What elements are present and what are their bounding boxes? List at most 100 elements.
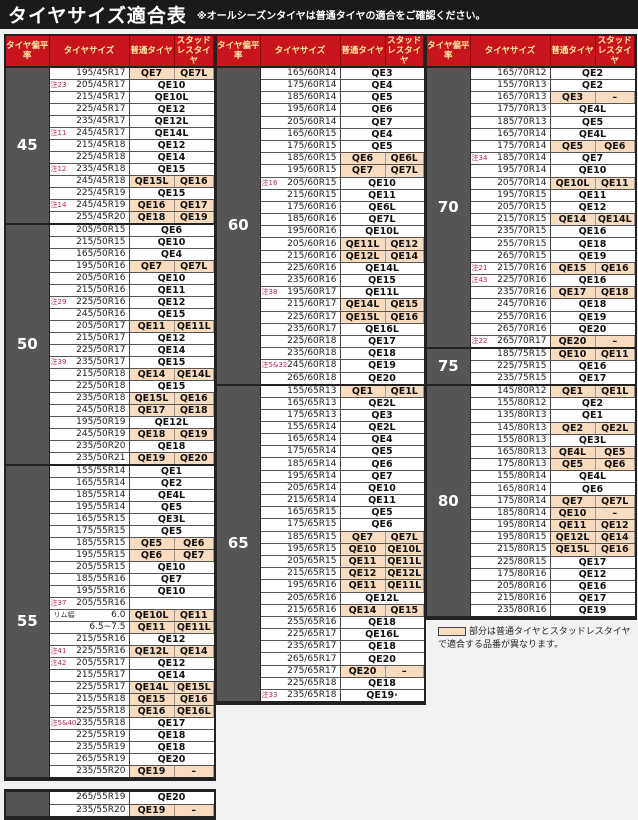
tire-size-cell: 185/60R14 xyxy=(260,91,341,105)
table-row: 注16 205/60R15 QE10 xyxy=(217,177,424,190)
table-row: 175/80R14 QE7 QE7L xyxy=(427,495,635,508)
tire-size: 205/45R17 xyxy=(76,80,126,90)
tire-size: 165/50R16 xyxy=(76,249,126,259)
chain-model: QE6 xyxy=(129,224,214,237)
chain-model: QE12 xyxy=(129,657,214,670)
tire-size: 215/70R15 xyxy=(497,214,547,225)
table-row: 225/75R15 QE16 xyxy=(427,360,635,374)
tire-size-cell: 175/80R13 xyxy=(470,458,551,472)
table-row: 165/60R15 QE4 xyxy=(217,128,424,141)
tire-size: 235/75R15 xyxy=(497,373,547,384)
chain-model-studless: QE14L xyxy=(174,368,214,381)
chain-model-studless: QE11 xyxy=(595,347,635,361)
tire-size: 175/80R13 xyxy=(497,459,547,470)
chain-model: QE4 xyxy=(340,433,424,447)
tire-size-cell: 215/45R17 xyxy=(49,91,130,104)
table-row: 195/60R16 QE10L xyxy=(217,225,424,239)
tire-size-cell: 195/65R16 xyxy=(260,579,341,593)
chain-model: QE4 xyxy=(340,128,424,141)
tire-size: 225/55R19 xyxy=(76,730,126,740)
table-column-1: タイヤ偏平率 タイヤサイズ 普通タイヤ スタッドレスタイヤ 45 195/45R17 QE7… xyxy=(4,34,216,781)
chain-model: QE14L xyxy=(340,262,424,276)
table-row: 215/60R17 QE14L QE15 xyxy=(217,298,424,312)
chain-model: QE17 xyxy=(129,717,214,730)
chain-model-studless: QE7L xyxy=(595,495,635,508)
chain-model: QE18 xyxy=(340,677,424,691)
table-row: 185/65R14 QE6 xyxy=(217,457,424,471)
chain-model: QE18 xyxy=(129,741,214,754)
table-row: 注29 225/50R16 QE12 xyxy=(6,296,214,309)
chain-model: QE6L xyxy=(340,201,424,215)
note-mark: 注5&32 xyxy=(261,361,288,370)
tire-size: 265/70R15 xyxy=(497,250,547,261)
tire-size: 265/70R16 xyxy=(497,323,547,334)
tire-size: 215/55R18 xyxy=(76,694,126,704)
tire-size: 195/60R14 xyxy=(287,104,337,115)
tire-size-cell: 235/60R17 xyxy=(260,323,341,336)
chain-model: QE7 xyxy=(550,152,635,166)
tire-size: 155/80R12 xyxy=(497,398,547,409)
chain-model: QE4 xyxy=(129,248,214,261)
tire-size-cell: 注33 235/65R18 xyxy=(260,689,341,703)
table-row: 175/80R16 QE12 xyxy=(427,568,635,581)
table-row: 185/80R14 QE10– xyxy=(427,507,635,521)
chain-model-normal: QE11L xyxy=(340,237,386,251)
chain-model: QE3L xyxy=(129,513,214,526)
tire-size-cell: 155/80R12 xyxy=(470,397,551,411)
chain-model-studless: QE16 xyxy=(595,543,635,557)
table-row: 225/65R17 QE16L xyxy=(217,628,424,642)
tire-size-cell: 165/70R12 xyxy=(470,67,551,80)
tire-size: 225/50R18 xyxy=(76,381,126,391)
chain-model: QE12 xyxy=(129,103,214,116)
tire-size-cell: 6.5~7.5 xyxy=(49,621,130,634)
chain-model: QE12L xyxy=(129,416,214,429)
table-row: 注11 245/45R17 QE14L xyxy=(6,127,214,140)
chain-model: QE4L xyxy=(129,489,214,502)
chain-model: QE15 xyxy=(129,308,214,321)
table-row: 225/55R19 QE18 xyxy=(6,729,214,742)
title-bar: タイヤサイズ適合表 ※オールシーズンタイヤは普通タイヤの適合をご確認ください。 xyxy=(0,0,638,29)
tire-size-cell: 195/80R15 xyxy=(470,531,551,545)
table-row: 245/50R19 QE18 QE19 xyxy=(6,428,214,441)
chain-model-studless: QE7L xyxy=(385,531,424,544)
tire-size: 165/65R15 xyxy=(287,507,337,518)
table-row: 155/65R14 QE2L xyxy=(217,421,424,435)
header-normal: 普通タイヤ xyxy=(340,36,386,68)
tire-size-cell: 185/80R14 xyxy=(470,507,551,521)
tire-size: 215/60R17 xyxy=(287,299,337,310)
tire-size: 185/80R14 xyxy=(497,507,547,518)
tire-size: 225/55R16 xyxy=(76,646,126,656)
tire-size-cell: 205/65R14 xyxy=(260,482,341,496)
chain-model-studless: – xyxy=(595,507,635,521)
table-row: 165/50R16 QE4 xyxy=(6,248,214,261)
chain-model-normal: QE18 xyxy=(129,211,175,225)
table-row: 185/70R13 QE5 xyxy=(427,116,635,129)
table-row: 145/80R13 QE2 QE2L xyxy=(427,422,635,435)
tire-size: 215/70R16 xyxy=(497,262,547,273)
tire-size: 165/70R12 xyxy=(497,68,547,78)
aspect-group-label: 50 xyxy=(6,224,50,466)
chain-model: QE1 xyxy=(129,465,214,478)
chain-model-normal: QE19 xyxy=(129,765,175,779)
tire-size: 185/70R13 xyxy=(497,116,547,127)
tire-size-cell: 215/50R18 xyxy=(49,368,130,381)
tire-size-cell: 135/80R13 xyxy=(470,409,551,423)
tire-size-cell: 注11 245/45R17 xyxy=(49,127,130,140)
chain-model-normal: QE15L xyxy=(129,175,175,188)
table-row: 215/65R14 QE11 xyxy=(217,494,424,508)
tire-size: 225/65R17 xyxy=(287,629,337,640)
tire-size-cell: 205/50R15 xyxy=(49,224,130,237)
tire-size-cell: 注29 225/50R16 xyxy=(49,296,130,309)
chain-model: QE10L xyxy=(340,225,424,239)
tire-size: 165/70R14 xyxy=(497,128,547,139)
tire-size-cell: 235/50R21 xyxy=(49,452,130,466)
tire-size-cell: 265/70R15 xyxy=(470,250,551,263)
chain-model: QE2L xyxy=(340,397,424,410)
chain-model-studless: QE14 xyxy=(595,531,635,545)
chain-model-normal: QE18 xyxy=(129,428,175,441)
tire-size: 195/60R17 xyxy=(287,287,337,298)
tire-size: 255/65R16 xyxy=(287,616,337,627)
chain-model: QE6 xyxy=(340,457,424,471)
tire-size-cell: 155/80R13 xyxy=(470,434,551,447)
table-row: 注33 235/65R18 QE19· xyxy=(217,689,424,703)
